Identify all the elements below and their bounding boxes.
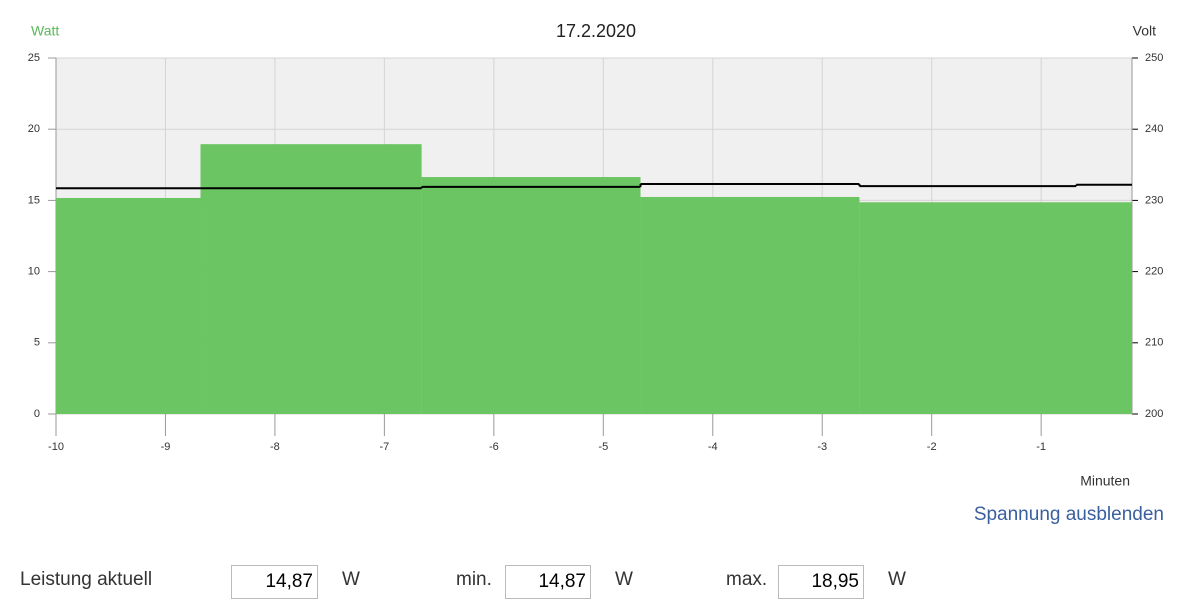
x-tick-label: -5: [598, 441, 608, 453]
watt-step: [421, 177, 641, 414]
y2-tick-label: 240: [1145, 123, 1163, 135]
y-tick-label: 10: [28, 266, 40, 278]
chart-title: 17.2.2020: [556, 21, 636, 41]
y-axis-label: Watt: [31, 23, 59, 39]
watt-step: [56, 197, 201, 414]
y2-tick-label: 210: [1145, 337, 1163, 349]
unit: W: [615, 569, 633, 590]
label: min.: [456, 569, 492, 590]
x-tick-label: -1: [1036, 441, 1046, 453]
x-tick-label: -4: [708, 441, 718, 453]
label: Leistung aktuell: [20, 569, 153, 590]
y-tick-label: 15: [28, 194, 40, 206]
label: max.: [726, 569, 768, 590]
y-tick-label: 25: [28, 52, 40, 64]
y2-axis-label: Volt: [1133, 23, 1156, 39]
watt-step: [640, 196, 860, 414]
y-tick-label: 5: [34, 337, 40, 349]
value-box[interactable]: 14,87: [231, 565, 318, 599]
x-tick-label: -7: [379, 441, 389, 453]
unit: W: [342, 569, 360, 590]
y2-tick-label: 250: [1145, 52, 1163, 64]
y-tick-label: 0: [34, 408, 40, 420]
watt-step: [200, 144, 422, 415]
x-tick-label: -6: [489, 441, 499, 453]
y2-tick-label: 230: [1145, 194, 1163, 206]
unit: W: [888, 569, 906, 590]
toggle-link[interactable]: Spannung ausblenden: [973, 504, 1164, 525]
value-box[interactable]: 14,87: [505, 565, 591, 599]
chart: 17.2.2020 Watt Volt Minuten 0 5 10 15 20 25 -1…: [28, 21, 1164, 489]
x-tick-label: -3: [817, 441, 827, 453]
x-axis-label: Minuten: [1080, 473, 1130, 489]
x-tick-label: -10: [48, 441, 64, 453]
y-tick-label: 20: [28, 123, 40, 135]
value-box[interactable]: 18,95: [778, 565, 864, 599]
x-tick-label: -9: [161, 441, 171, 453]
x-tick-label: -8: [270, 441, 280, 453]
x-tick-label: -2: [927, 441, 937, 453]
y2-tick-label: 200: [1145, 408, 1163, 420]
watt-step: [859, 202, 1132, 414]
y2-tick-label: 220: [1145, 266, 1163, 278]
